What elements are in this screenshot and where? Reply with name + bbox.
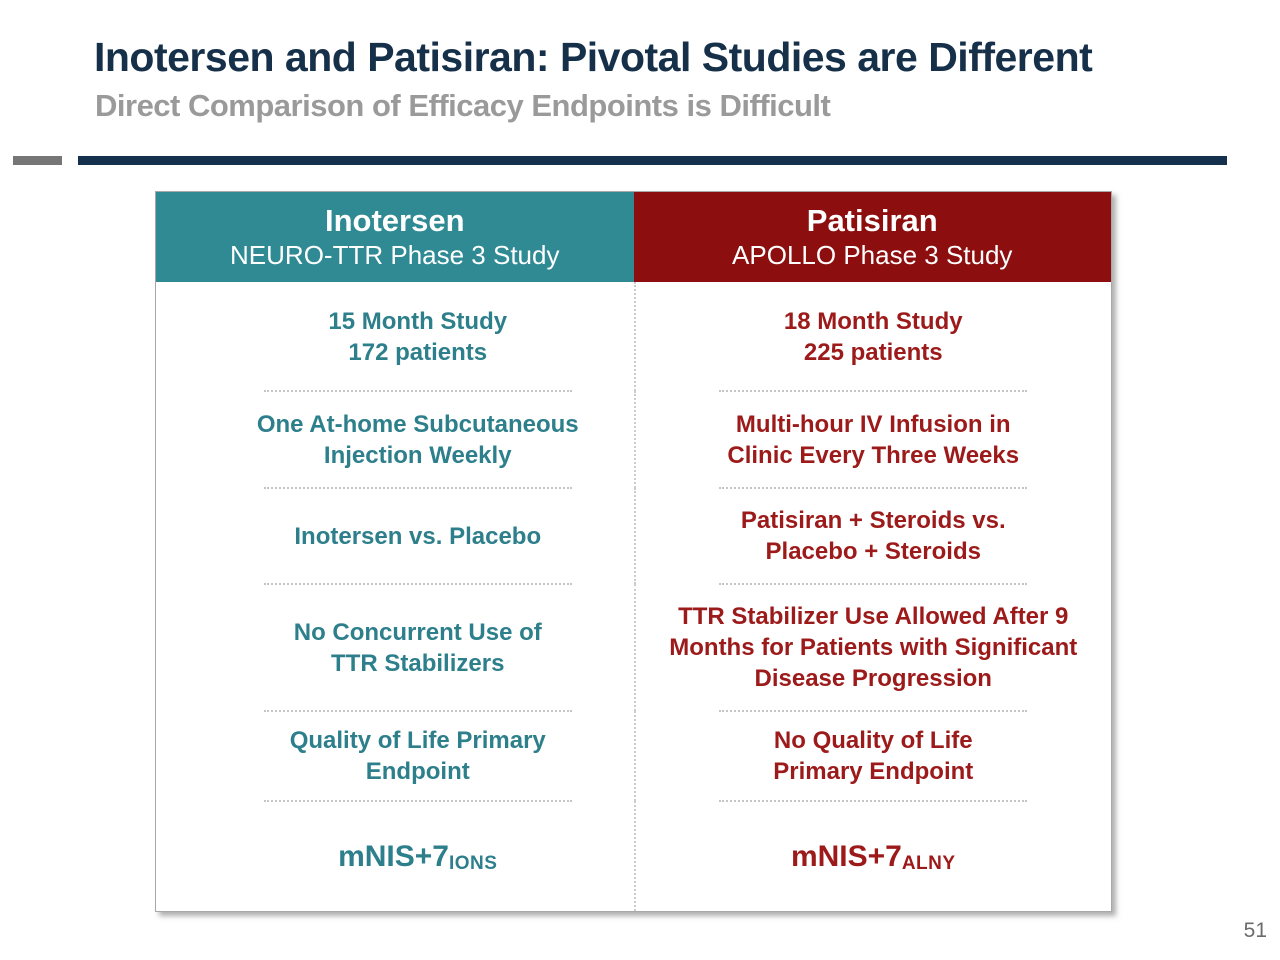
cell-endpoint-patisiran: mNIS+7 ALNY xyxy=(633,801,1112,911)
header-inotersen-title: Inotersen xyxy=(324,203,465,238)
page-number: 51 xyxy=(1243,919,1267,942)
endpoint-subscript-ions: IONS xyxy=(448,852,498,874)
endpoint-name: mNIS+7 xyxy=(790,839,902,873)
header-inotersen-subtitle: NEURO-TTR Phase 3 Study xyxy=(230,240,560,270)
cell-stabilizers-patisiran: TTR Stabilizer Use Allowed After 9 Month… xyxy=(633,584,1112,711)
cell-study-size-patisiran: 18 Month Study 225 patients xyxy=(633,282,1112,391)
cell-qol-patisiran: No Quality of Life Primary Endpoint xyxy=(633,711,1112,801)
endpoint-name: mNIS+7 xyxy=(338,839,449,873)
header-patisiran: Patisiran APOLLO Phase 3 Study xyxy=(633,192,1111,282)
header-patisiran-subtitle: APOLLO Phase 3 Study xyxy=(732,240,1013,270)
cell-dosing-patisiran: Multi-hour IV Infusion in Clinic Every T… xyxy=(633,391,1112,488)
accent-rule-short xyxy=(13,156,62,165)
slide-title: Inotersen and Patisiran: Pivotal Studies… xyxy=(94,34,1093,80)
cell-stabilizers-inotersen: No Concurrent Use of TTR Stabilizers xyxy=(156,584,634,711)
header-patisiran-title: Patisiran xyxy=(806,203,938,238)
table-body: 15 Month Study 172 patients 18 Month Stu… xyxy=(156,282,1111,911)
cell-endpoint-inotersen: mNIS+7 IONS xyxy=(156,801,634,911)
comparison-table: Inotersen NEURO-TTR Phase 3 Study Patisi… xyxy=(155,191,1112,912)
cell-study-size-inotersen: 15 Month Study 172 patients xyxy=(156,282,634,391)
accent-rule-long xyxy=(78,156,1227,165)
endpoint-subscript-alny: ALNY xyxy=(901,852,956,874)
cell-comparator-patisiran: Patisiran + Steroids vs. Placebo + Stero… xyxy=(633,488,1112,584)
cell-comparator-inotersen: Inotersen vs. Placebo xyxy=(156,488,634,584)
header-inotersen: Inotersen NEURO-TTR Phase 3 Study xyxy=(156,192,634,282)
slide-subtitle: Direct Comparison of Efficacy Endpoints … xyxy=(95,88,831,123)
cell-dosing-inotersen: One At-home Subcutaneous Injection Weekl… xyxy=(156,391,634,488)
cell-qol-inotersen: Quality of Life Primary Endpoint xyxy=(156,711,634,801)
table-header-row: Inotersen NEURO-TTR Phase 3 Study Patisi… xyxy=(156,192,1111,282)
